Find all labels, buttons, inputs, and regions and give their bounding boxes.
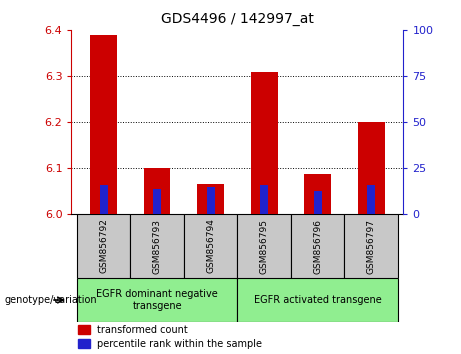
Text: GSM856796: GSM856796 (313, 218, 322, 274)
Bar (237, 214, 291, 278)
Bar (251, 72, 278, 214)
Bar (358, 122, 384, 214)
Bar (78, 325, 90, 334)
Bar (304, 174, 331, 214)
Text: EGFR activated transgene: EGFR activated transgene (254, 295, 382, 305)
Bar (130, 214, 184, 278)
Text: GSM856795: GSM856795 (260, 218, 269, 274)
Bar (77, 214, 130, 278)
Bar (90, 35, 117, 214)
Bar (197, 184, 224, 214)
Bar (207, 188, 215, 214)
Bar (291, 214, 344, 278)
Bar (100, 185, 107, 214)
Bar (153, 189, 161, 214)
Bar (144, 168, 171, 214)
Bar (367, 185, 375, 214)
Title: GDS4496 / 142997_at: GDS4496 / 142997_at (161, 12, 314, 26)
Text: EGFR dominant negative
transgene: EGFR dominant negative transgene (96, 289, 218, 311)
Text: GSM856792: GSM856792 (99, 218, 108, 274)
Bar (184, 214, 237, 278)
Bar (77, 278, 237, 322)
Text: transformed count: transformed count (97, 325, 188, 335)
Bar (344, 214, 398, 278)
Text: percentile rank within the sample: percentile rank within the sample (97, 339, 262, 349)
Bar (78, 339, 90, 348)
Text: GSM856793: GSM856793 (153, 218, 162, 274)
Text: GSM856797: GSM856797 (367, 218, 376, 274)
Text: genotype/variation: genotype/variation (5, 295, 97, 305)
Bar (260, 185, 268, 214)
Bar (237, 278, 398, 322)
Text: GSM856794: GSM856794 (206, 218, 215, 274)
Bar (313, 191, 322, 214)
